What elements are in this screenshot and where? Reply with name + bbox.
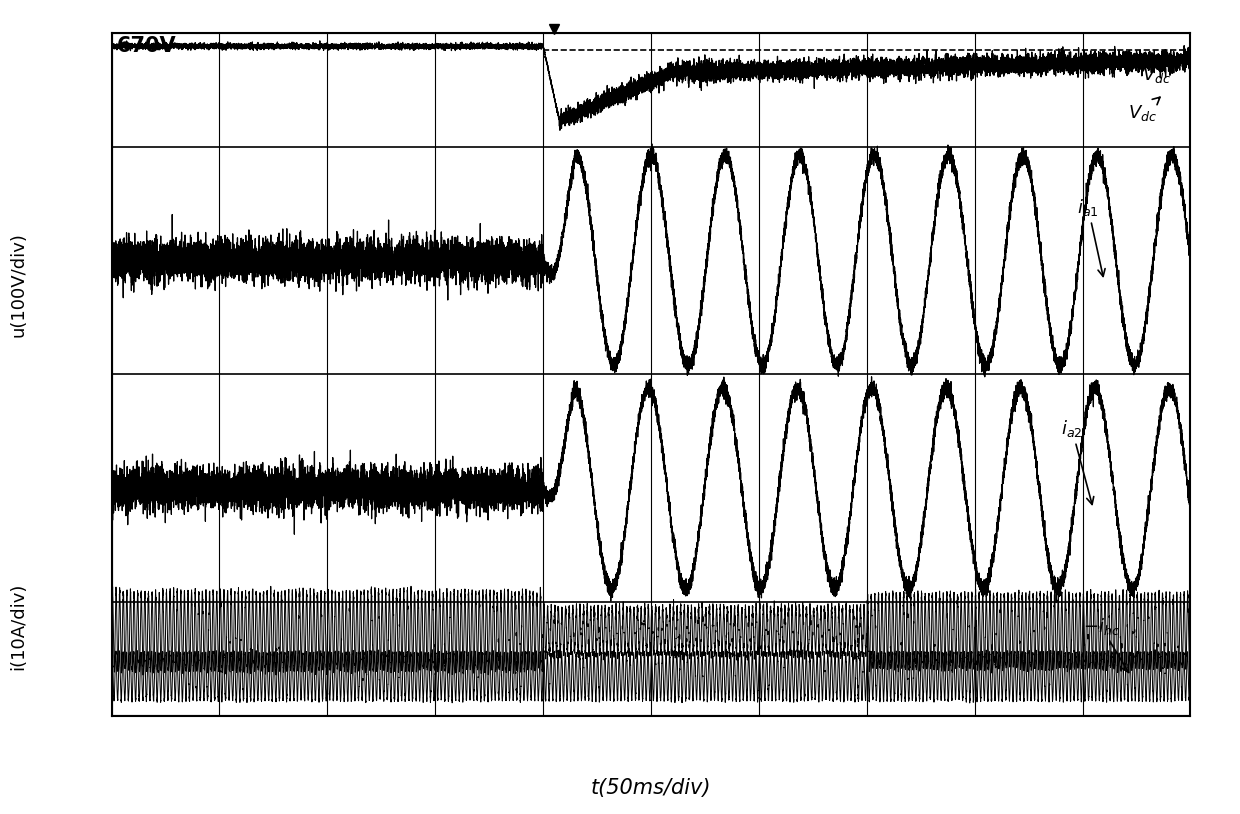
Text: $V_{dc}$: $V_{dc}$ [1142, 65, 1171, 85]
Text: 670V: 670V [117, 36, 176, 56]
Text: t(50ms/div): t(50ms/div) [590, 777, 712, 798]
Text: $-i_{hc}$: $-i_{hc}$ [1083, 616, 1128, 672]
Text: $i_{a1}$: $i_{a1}$ [1078, 197, 1105, 277]
Text: $i_{a2}$: $i_{a2}$ [1061, 418, 1094, 505]
Text: u(100V/div): u(100V/div) [10, 233, 27, 337]
Text: $V_{dc}$: $V_{dc}$ [1128, 97, 1159, 123]
Text: i(10A/div): i(10A/div) [10, 583, 27, 671]
